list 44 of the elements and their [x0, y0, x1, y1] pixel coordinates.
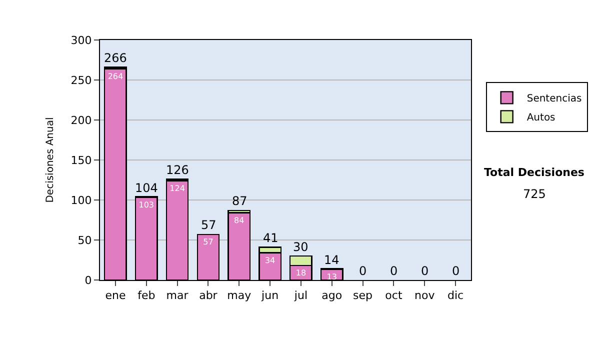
total-label: 126 — [166, 163, 189, 177]
x-tick-label: oct — [385, 289, 403, 302]
total-label: 0 — [359, 264, 367, 278]
y-axis-title: Decisiones Anual — [44, 117, 56, 203]
total-label: 14 — [324, 253, 340, 267]
x-tick-label: mar — [166, 289, 189, 302]
total-label: 87 — [232, 194, 248, 208]
y-tick-label: 200 — [70, 114, 92, 127]
x-tick-label: may — [227, 289, 252, 302]
y-tick-label: 150 — [70, 154, 92, 167]
total-label: 0 — [390, 264, 398, 278]
legend-label: Autos — [526, 112, 556, 124]
total-label: 0 — [421, 264, 429, 278]
y-tick-label: 50 — [78, 234, 92, 247]
total-label: 57 — [201, 218, 216, 232]
data-label: 57 — [203, 237, 214, 246]
total-label: 266 — [104, 51, 127, 65]
text: 725 — [523, 187, 546, 201]
data-label: 264 — [108, 72, 124, 81]
total-label: 104 — [135, 181, 158, 195]
x-tick-label: dic — [447, 289, 464, 302]
data-label: 103 — [138, 200, 154, 210]
y-tick-label: 300 — [70, 34, 92, 47]
data-label: 124 — [170, 184, 185, 193]
y-tick-label: 100 — [70, 194, 92, 207]
total-label: 30 — [293, 240, 308, 254]
x-tick-label: sep — [353, 289, 373, 302]
data-label: 13 — [326, 272, 337, 282]
y-tick-label: 0 — [84, 274, 92, 287]
x-tick-label: abr — [199, 289, 218, 302]
x-tick-label: nov — [414, 289, 436, 302]
legend-label: Sentencias — [526, 94, 582, 105]
data-label: 84 — [234, 216, 244, 225]
text: Total Decisiones — [484, 166, 585, 179]
total-label: 41 — [263, 231, 278, 245]
x-tick-label: jul — [293, 289, 308, 302]
x-tick-label: jun — [260, 289, 279, 302]
x-tick-label: ago — [322, 289, 342, 302]
y-tick-label: 250 — [70, 74, 92, 87]
data-label: 18 — [296, 268, 306, 278]
x-tick-label: ene — [105, 289, 126, 302]
data-label: 34 — [264, 256, 276, 265]
total-label: 0 — [452, 264, 460, 278]
x-tick-label: feb — [138, 289, 156, 302]
